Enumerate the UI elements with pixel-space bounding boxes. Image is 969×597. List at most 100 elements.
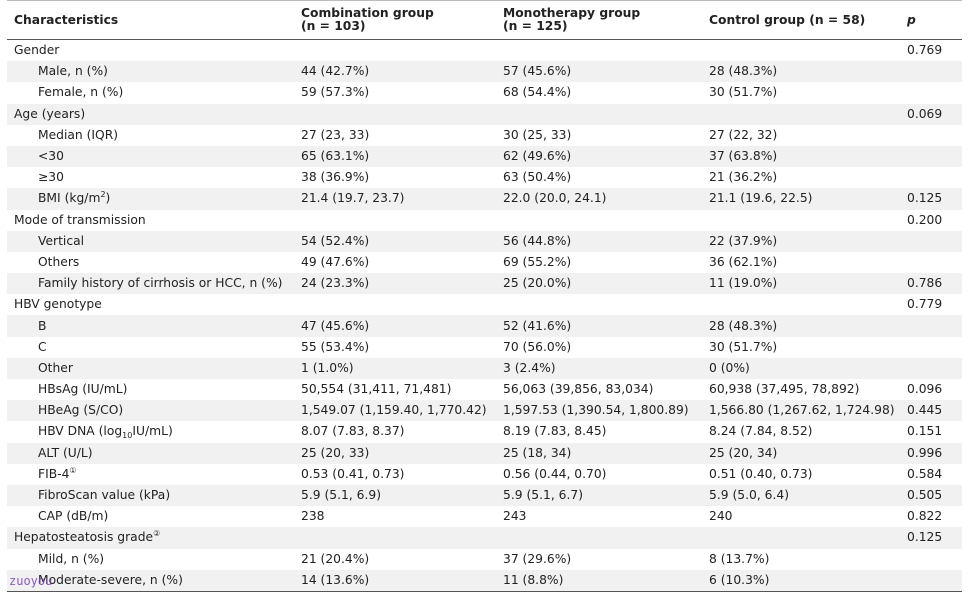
monotherapy-value — [496, 210, 702, 231]
row-label: Female, n (%) — [7, 82, 294, 103]
monotherapy-value: 68 (54.4%) — [503, 85, 572, 100]
control-value — [702, 103, 907, 125]
header-characteristics: Characteristics — [7, 1, 294, 40]
control-value: 21 (36.2%) — [709, 170, 778, 185]
table-row: ≥30 38 (36.9%) 63 (50.4%) 21 (36.2%) — [7, 167, 962, 188]
combination-value: 21 (20.4%) — [301, 551, 370, 566]
row-label-text: Female, n (%) — [38, 85, 124, 100]
p-value — [907, 230, 962, 252]
p-value: 0.822 — [907, 509, 943, 524]
row-label: Moderate-severe, n (%) — [7, 569, 294, 592]
row-label-text: Hepatosteatosis grade — [14, 530, 154, 545]
monotherapy-value: 56 (44.8%) — [496, 230, 702, 252]
row-label-text: HBsAg (IU/mL) — [38, 382, 128, 397]
control-value: 240 — [709, 509, 733, 524]
p-value — [907, 125, 962, 146]
table-row: Family history of cirrhosis or HCC, n (%… — [7, 273, 962, 295]
baseline-characteristics-table: Characteristics Combination group (n = 1… — [7, 1, 962, 592]
table-row: CAP (dB/m) 238 243 240 0.822 — [7, 506, 962, 527]
monotherapy-value: 62 (49.6%) — [496, 145, 702, 168]
combination-value: 5.9 (5.1, 6.9) — [294, 484, 496, 507]
p-value — [907, 337, 962, 358]
p-value: 0.125 — [907, 527, 962, 549]
control-value — [702, 40, 907, 62]
header-combination: Combination group (n = 103) — [294, 1, 496, 40]
combination-value: 21.4 (19.7, 23.7) — [294, 188, 496, 210]
combination-value: 59 (57.3%) — [301, 85, 370, 100]
combination-value — [294, 210, 496, 231]
row-label-text: Mode of transmission — [14, 212, 146, 227]
table-row: BMI (kg/m2) 21.4 (19.7, 23.7) 22.0 (20.0, … — [7, 188, 962, 210]
header-combination-n: (n = 103) — [301, 19, 366, 33]
combination-value — [294, 103, 496, 125]
row-label: BMI (kg/m2) — [7, 188, 294, 210]
table-row: Moderate-severe, n (%) 14 (13.6%) 11 (8.8%… — [7, 569, 962, 592]
row-label: Other — [7, 357, 294, 379]
control-value: 5.9 (5.0, 6.4) — [702, 484, 907, 507]
p-value: 0.996 — [907, 442, 962, 464]
combination-value — [294, 527, 496, 549]
row-label: ALT (U/L) — [7, 442, 294, 464]
row-label-text: C — [38, 339, 47, 354]
p-value: 0.069 — [907, 103, 962, 125]
monotherapy-value: 56,063 (39,856, 83,034) — [503, 382, 654, 397]
combination-value: 49 (47.6%) — [301, 254, 370, 269]
combination-value: 27 (23, 33) — [301, 127, 370, 142]
control-value: 28 (48.3%) — [702, 61, 907, 83]
row-label-text: Mild, n (%) — [38, 551, 105, 566]
row-label-text: FIB-4 — [38, 466, 70, 481]
monotherapy-value: 8.19 (7.83, 8.45) — [503, 424, 607, 439]
combination-value: 14 (13.6%) — [294, 569, 496, 592]
row-label-subscript: 10 — [122, 431, 133, 441]
header-monotherapy: Monotherapy group (n = 125) — [496, 1, 702, 40]
row-label: Vertical — [7, 230, 294, 252]
control-value: 6 (10.3%) — [702, 569, 907, 592]
table-body: Gender 0.769 Male, n (%) 44 (42.7%) 57 (45.6… — [7, 40, 962, 592]
row-label-text: FibroScan value (kPa) — [38, 488, 171, 503]
row-label: FibroScan value (kPa) — [7, 484, 294, 507]
row-label-text: Male, n (%) — [38, 64, 108, 79]
table-header-row: Characteristics Combination group (n = 1… — [7, 1, 962, 40]
row-label-superscript: 2 — [100, 190, 106, 200]
control-value: 25 (20, 34) — [702, 442, 907, 464]
combination-value: 1,549.07 (1,159.40, 1,770.42) — [294, 400, 496, 422]
row-label: FIB-4① — [7, 464, 294, 485]
row-label-text: B — [38, 318, 47, 333]
row-label-text: ≥30 — [38, 170, 64, 185]
p-value: 0.445 — [907, 400, 962, 422]
table-row: Vertical 54 (52.4%) 56 (44.8%) 22 (37.9%) — [7, 230, 962, 252]
table-row: Mild, n (%) 21 (20.4%) 37 (29.6%) 8 (13.7%) — [7, 549, 962, 570]
control-value: 37 (63.8%) — [702, 145, 907, 168]
table-row: Other 1 (1.0%) 3 (2.4%) 0 (0%) — [7, 357, 962, 379]
p-value: 0.769 — [907, 43, 943, 58]
control-value: 30 (51.7%) — [709, 85, 778, 100]
row-label-text: HBV genotype — [14, 297, 102, 312]
table-row: C 55 (53.4%) 70 (56.0%) 30 (51.7%) — [7, 337, 962, 358]
row-label-suffix: ) — [105, 191, 111, 206]
table-row: FibroScan value (kPa) 5.9 (5.1, 6.9) 5.9 (… — [7, 484, 962, 507]
control-value: 22 (37.9%) — [702, 230, 907, 252]
row-label: Male, n (%) — [7, 61, 294, 83]
row-label-text: ALT (U/L) — [38, 445, 93, 460]
row-label-text: Moderate-severe, n (%) — [38, 572, 183, 587]
row-label: Hepatosteatosis grade② — [7, 527, 294, 549]
row-label-text: HBeAg (S/CO) — [38, 403, 124, 418]
p-value — [907, 315, 962, 337]
table-row: B 47 (45.6%) 52 (41.6%) 28 (48.3%) — [7, 315, 962, 337]
control-value — [702, 210, 907, 231]
header-combination-label: Combination group — [301, 6, 434, 20]
header-control: Control group (n = 58) — [702, 1, 907, 40]
row-label-suffix: IU/mL) — [132, 424, 173, 439]
row-label: Mode of transmission — [7, 210, 294, 231]
monotherapy-value: 1,597.53 (1,390.54, 1,800.89) — [496, 400, 702, 422]
row-label: CAP (dB/m) — [7, 506, 294, 527]
monotherapy-value: 3 (2.4%) — [496, 357, 702, 379]
control-value: 1,566.80 (1,267.62, 1,724.98) — [702, 400, 907, 422]
control-value — [702, 294, 907, 315]
p-value — [907, 61, 962, 83]
monotherapy-value: 25 (18, 34) — [496, 442, 702, 464]
table-row: ALT (U/L) 25 (20, 33) 25 (18, 34) 25 (20, 3… — [7, 442, 962, 464]
row-label: HBV genotype — [7, 294, 294, 315]
monotherapy-value — [496, 103, 702, 125]
table-row: Hepatosteatosis grade② 0.125 — [7, 527, 962, 549]
